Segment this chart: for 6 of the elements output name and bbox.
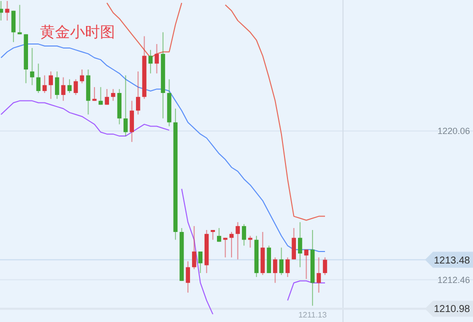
y-tick-label: 1212.46: [437, 274, 470, 285]
ref-line-label: 1213.48: [434, 255, 470, 266]
y-tick-label: 1220.06: [437, 126, 470, 136]
ref-line-label: 1210.98: [434, 304, 470, 316]
annotation: 1211.13: [298, 310, 328, 320]
text: 黄金小时图: [40, 23, 115, 41]
